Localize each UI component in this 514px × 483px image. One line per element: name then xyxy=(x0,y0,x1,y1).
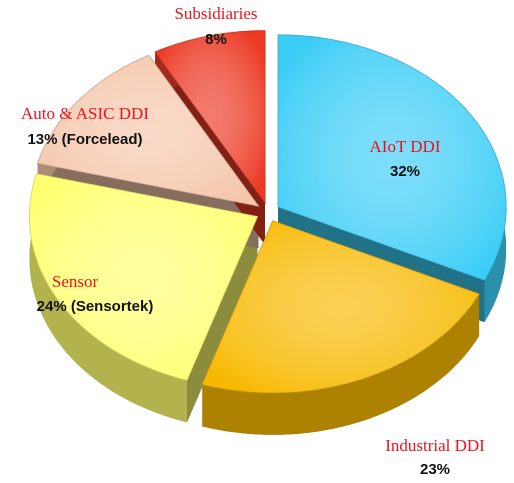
slice-label: AIoT DDI xyxy=(370,137,441,156)
value-label: 13% (Forcelead) xyxy=(27,131,142,148)
slice-side xyxy=(29,173,187,423)
slice-shine xyxy=(29,173,258,381)
slice-shine xyxy=(278,34,507,281)
slice-shine xyxy=(37,55,259,207)
slice-label: Subsidiaries xyxy=(174,4,257,23)
value-label: 24% (Sensortek) xyxy=(37,298,154,315)
value-label: 32% xyxy=(390,163,420,180)
slice-side xyxy=(202,294,480,435)
slice-wall xyxy=(187,216,258,423)
slice-label: Auto & ASIC DDI xyxy=(21,104,149,123)
value-label: 23% xyxy=(420,461,450,478)
value-label: 8% xyxy=(205,31,227,48)
slice-shine xyxy=(155,30,265,203)
slice-shine xyxy=(202,220,480,393)
slice-label: Industrial DDI xyxy=(385,436,485,455)
slice-label: Sensor xyxy=(52,272,99,291)
